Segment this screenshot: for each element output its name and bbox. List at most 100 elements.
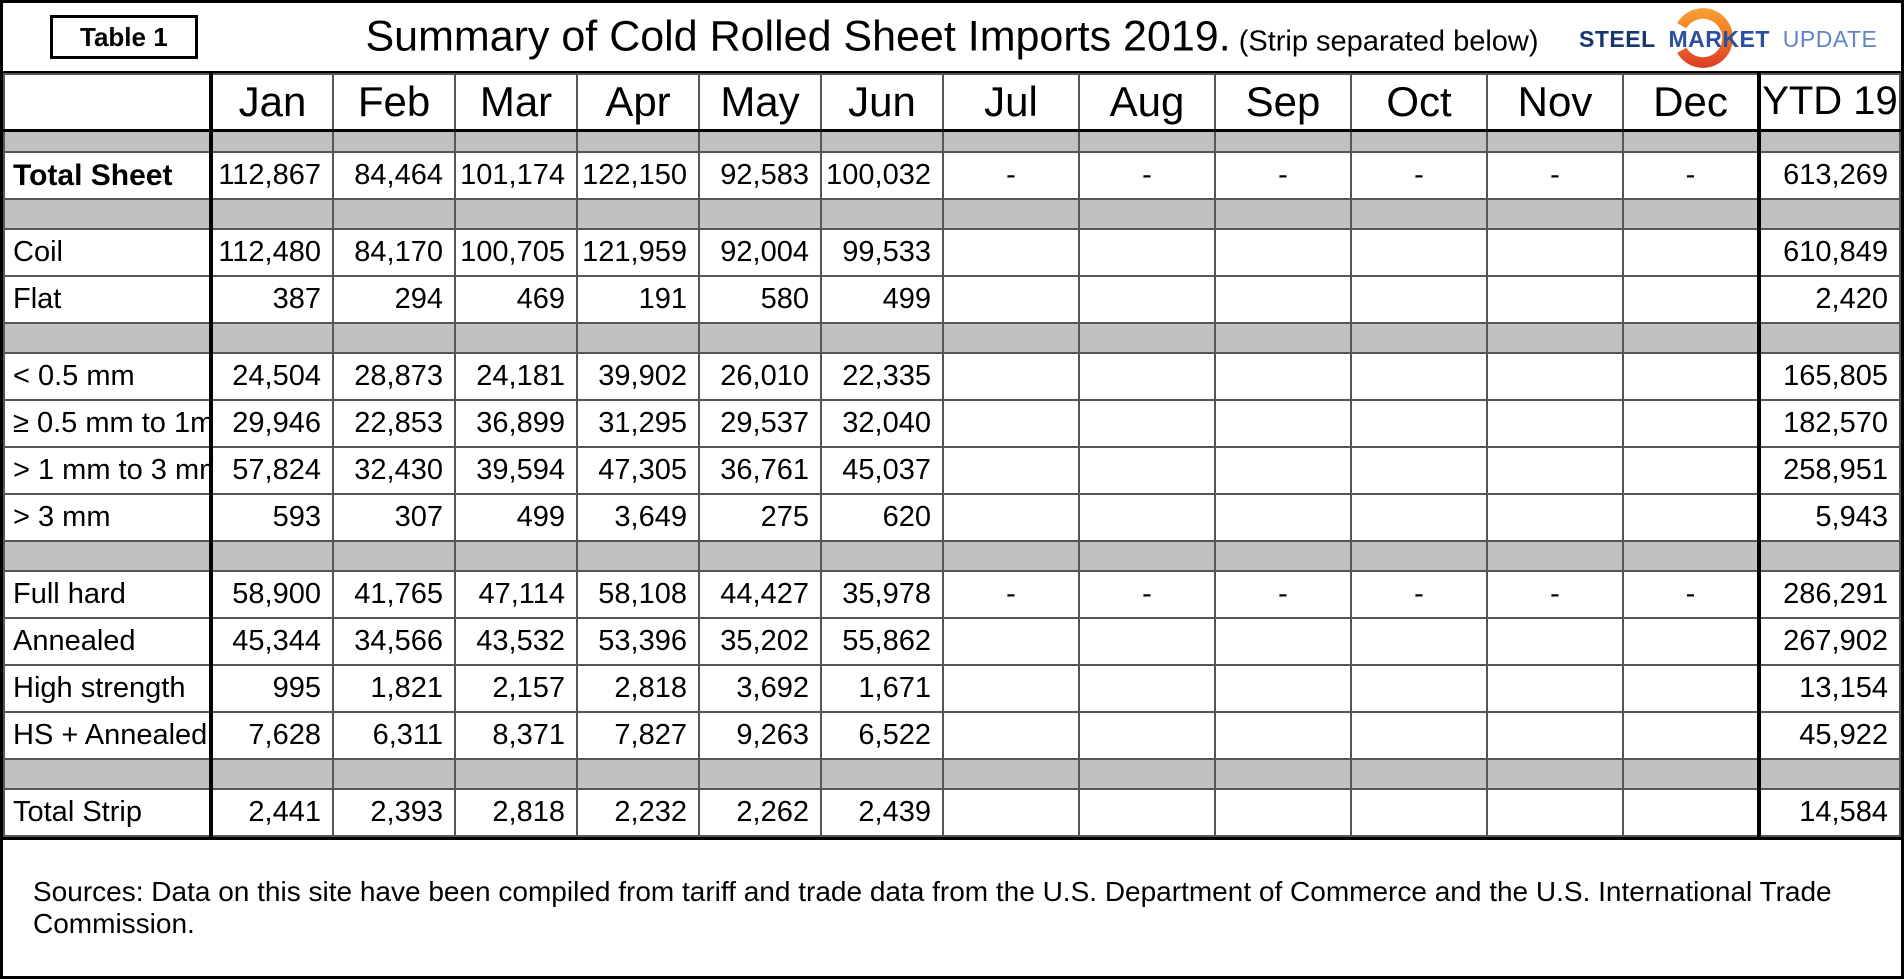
separator-cell [1214, 198, 1352, 230]
separator-cell [1622, 198, 1760, 230]
sources-note: Sources: Data on this site have been com… [3, 837, 1901, 976]
separator-band [3, 322, 1901, 354]
separator-cell [1486, 322, 1624, 354]
data-cell: 121,959 [576, 228, 700, 277]
separator-cell [454, 758, 578, 790]
separator-cell [576, 129, 700, 153]
data-cell [942, 617, 1080, 666]
data-cell: 57,824 [210, 446, 334, 495]
row-label: Annealed [3, 617, 213, 666]
table-row: > 1 mm to 3 mm 57,824 32,430 39,594 47,305 36… [3, 446, 1901, 495]
data-cell: - [1350, 151, 1488, 200]
column-header: Aug [1078, 73, 1216, 132]
data-cell [942, 788, 1080, 837]
data-cell [1486, 399, 1624, 448]
data-cell [1214, 617, 1352, 666]
data-cell: 100,032 [820, 151, 944, 200]
separator-cell [332, 198, 456, 230]
data-cell [942, 352, 1080, 401]
data-cell [1078, 446, 1216, 495]
column-header: Jul [942, 73, 1080, 132]
separator-cell [454, 198, 578, 230]
separator-cell [1622, 540, 1760, 572]
data-cell: 36,899 [454, 399, 578, 448]
data-cell: 267,902 [1757, 617, 1901, 666]
data-cell: 6,311 [332, 711, 456, 760]
separator-cell [576, 198, 700, 230]
data-cell [1350, 275, 1488, 324]
data-cell: 275 [698, 493, 822, 542]
separator-cell [698, 129, 822, 153]
separator-cell [332, 322, 456, 354]
data-cell [1486, 352, 1624, 401]
data-cell: 6,522 [820, 711, 944, 760]
separator-cell [210, 322, 334, 354]
data-cell: - [1622, 570, 1760, 619]
data-cell: 294 [332, 275, 456, 324]
data-cell: 469 [454, 275, 578, 324]
data-cell [1078, 352, 1216, 401]
header-row: Jan Feb Mar Apr May Jun Jul Aug Sep Oct Nov Dec YTD … [3, 73, 1901, 132]
data-cell [1214, 493, 1352, 542]
data-cell: 22,335 [820, 352, 944, 401]
separator-cell [1078, 540, 1216, 572]
title-text: Summary of Cold Rolled Sheet Imports 201… [365, 12, 1231, 61]
separator-cell [698, 540, 822, 572]
table-row: ≥ 0.5 mm to 1mm29,94622,85336,89931,2952… [3, 399, 1901, 448]
separator-cell [1078, 129, 1216, 153]
data-cell [1350, 617, 1488, 666]
data-cell [1486, 664, 1624, 713]
data-cell [1350, 664, 1488, 713]
separator-cell [1622, 758, 1760, 790]
data-cell: 580 [698, 275, 822, 324]
separator-cell [576, 758, 700, 790]
data-cell [1078, 399, 1216, 448]
data-cell: 2,818 [576, 664, 700, 713]
data-cell [1214, 275, 1352, 324]
data-cell: 2,232 [576, 788, 700, 837]
data-cell: 258,951 [1757, 446, 1901, 495]
table-number-label: Table 1 [80, 22, 168, 52]
separator-cell [1078, 198, 1216, 230]
data-cell: 101,174 [454, 151, 578, 200]
data-cell: - [942, 570, 1080, 619]
data-cell: 31,295 [576, 399, 700, 448]
data-cell: 620 [820, 493, 944, 542]
data-cell: 3,692 [698, 664, 822, 713]
table-row: Coil 112,480 84,170 100,705 121,959 92,004 99,… [3, 228, 1901, 277]
separator-cell [820, 322, 944, 354]
data-cell: 29,946 [210, 399, 334, 448]
data-cell [1214, 399, 1352, 448]
data-cell [1622, 399, 1760, 448]
data-cell: 2,439 [820, 788, 944, 837]
data-cell [1486, 617, 1624, 666]
logo-text: STEEL MARKET UPDATE [1579, 26, 1879, 53]
column-header: May [698, 73, 822, 132]
data-cell [1622, 617, 1760, 666]
separator-cell [3, 758, 213, 790]
data-cell [1214, 352, 1352, 401]
data-cell: 29,537 [698, 399, 822, 448]
data-cell: 286,291 [1757, 570, 1901, 619]
data-cell: 35,202 [698, 617, 822, 666]
data-cell [1622, 228, 1760, 277]
data-cell: 2,441 [210, 788, 334, 837]
data-cell: 100,705 [454, 228, 578, 277]
data-cell: 84,464 [332, 151, 456, 200]
steel-market-update-logo: STEEL MARKET UPDATE [1579, 6, 1879, 70]
data-cell: - [1214, 151, 1352, 200]
data-cell [942, 664, 1080, 713]
data-cell: 39,902 [576, 352, 700, 401]
data-cell [1486, 228, 1624, 277]
data-cell [1486, 493, 1624, 542]
column-header: Jun [820, 73, 944, 132]
data-cell: 3,649 [576, 493, 700, 542]
column-header: Dec [1622, 73, 1760, 132]
data-cell: 182,570 [1757, 399, 1901, 448]
column-header: Nov [1486, 73, 1624, 132]
separator-cell [1622, 322, 1760, 354]
data-cell [1350, 493, 1488, 542]
data-cell: 45,922 [1757, 711, 1901, 760]
data-cell: 2,420 [1757, 275, 1901, 324]
